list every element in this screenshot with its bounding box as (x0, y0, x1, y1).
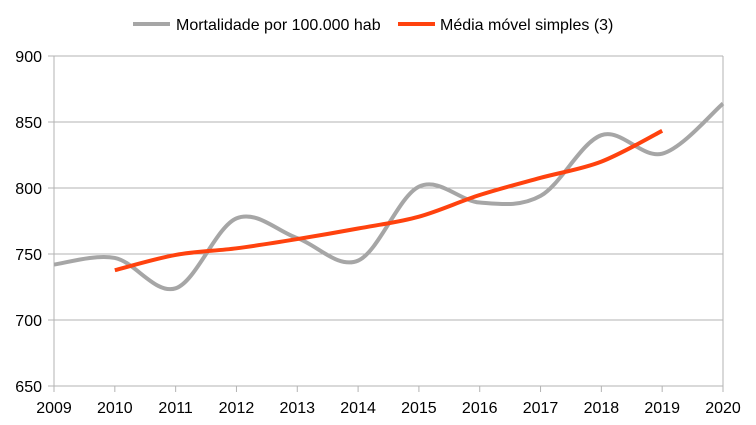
y-tick-label: 650 (15, 379, 42, 396)
x-tick-label: 2016 (462, 400, 498, 417)
axes (53, 56, 724, 392)
x-tick-labels: 2009 2010 2011 2012 2013 2014 2015 2016 2017 2018… (36, 400, 741, 417)
y-tick-labels: 650 700 750 800 850 900 (15, 49, 42, 396)
legend: Mortalidade por 100.000 hab Média móvel … (133, 17, 613, 34)
x-tick-label: 2009 (36, 400, 72, 417)
x-tick-label: 2014 (340, 400, 376, 417)
x-tick-label: 2011 (158, 400, 193, 417)
gridlines (48, 55, 723, 387)
y-tick-label: 700 (15, 313, 42, 330)
x-tick-label: 2019 (644, 400, 680, 417)
series-line-media-movel (114, 129, 664, 273)
x-tick-label: 2015 (401, 400, 437, 417)
x-tick-label: 2017 (523, 400, 559, 417)
y-tick-label: 750 (15, 247, 42, 264)
x-tick-label: 2020 (705, 400, 741, 417)
y-tick-label: 800 (15, 181, 42, 198)
y-tick-label: 850 (15, 115, 42, 132)
x-tick-label: 2018 (584, 400, 620, 417)
series-layer (53, 101, 725, 292)
x-tick-label: 2012 (219, 400, 255, 417)
x-tick-label: 2013 (279, 400, 315, 417)
legend-label-media-movel: Média móvel simples (3) (440, 17, 613, 34)
legend-label-mortalidade: Mortalidade por 100.000 hab (176, 17, 381, 34)
x-tick-label: 2010 (97, 400, 133, 417)
series-media-movel (114, 129, 664, 273)
y-tick-label: 900 (15, 49, 42, 66)
